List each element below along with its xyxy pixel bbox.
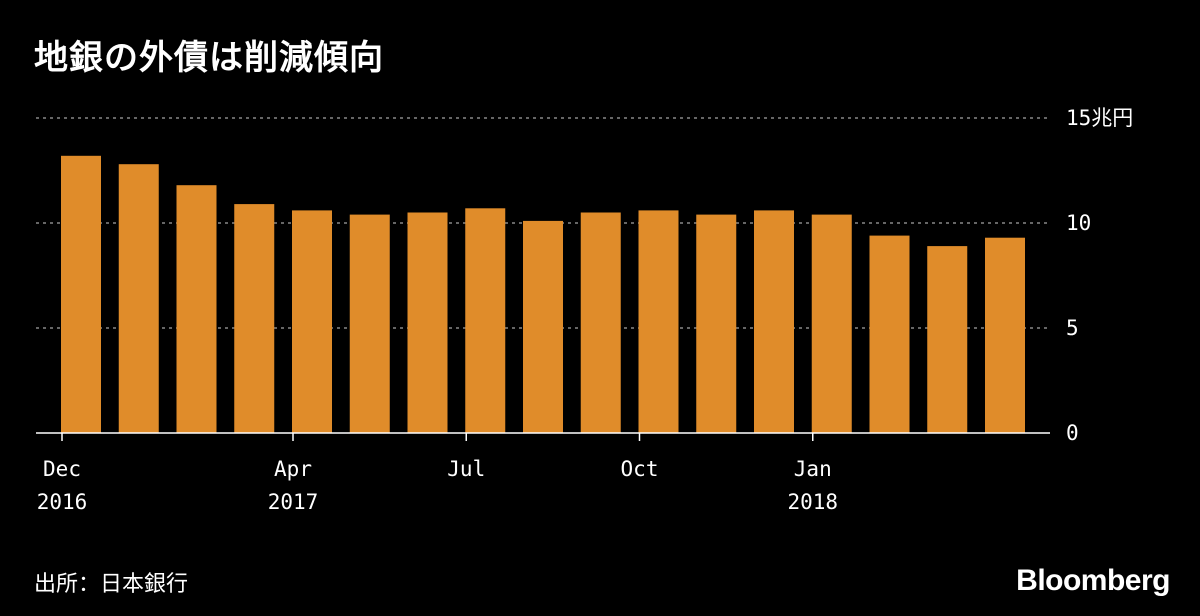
x-tick-label-month: Dec bbox=[43, 457, 81, 481]
y-tick-label: 0 bbox=[1066, 421, 1079, 445]
bar-2017-02 bbox=[176, 185, 217, 433]
x-tick-label-year: 2017 bbox=[268, 490, 319, 514]
bar-2017-03 bbox=[234, 204, 275, 433]
bar-2017-10 bbox=[638, 210, 679, 433]
bar-2017-05 bbox=[349, 214, 390, 433]
bar-2017-06 bbox=[407, 212, 448, 433]
x-axis bbox=[36, 432, 1050, 441]
chart-title: 地銀の外債は削減傾向 bbox=[34, 38, 384, 78]
bar-2018-01 bbox=[811, 214, 852, 433]
bar-2016-12 bbox=[61, 155, 101, 434]
y-tick-label: 5 bbox=[1066, 316, 1079, 340]
bar-2018-04 bbox=[985, 237, 1025, 433]
bar-2017-08 bbox=[523, 220, 563, 433]
bar-2017-07 bbox=[465, 208, 506, 433]
bar-2017-04 bbox=[292, 210, 332, 433]
x-tick-label-month: Apr bbox=[274, 457, 312, 481]
bar-2018-03 bbox=[927, 246, 968, 433]
y-tick-label: 10 bbox=[1066, 211, 1091, 235]
bar-2017-01 bbox=[118, 164, 159, 433]
bloomberg-logo: Bloomberg bbox=[1016, 564, 1170, 597]
x-tick-label-month: Jan bbox=[794, 457, 832, 481]
bars bbox=[61, 155, 1025, 434]
y-axis-labels: 0 5 10 15兆円 bbox=[1066, 106, 1133, 445]
x-tick-label-year: 2018 bbox=[787, 490, 838, 514]
bar-2018-02 bbox=[869, 235, 910, 433]
y-tick-label: 15兆円 bbox=[1066, 106, 1133, 130]
x-tick-label-year: 2016 bbox=[37, 490, 88, 514]
bar-2017-12 bbox=[754, 210, 794, 433]
bar-2017-09 bbox=[580, 212, 621, 433]
x-tick-label-month: Oct bbox=[621, 457, 659, 481]
source-note: 出所：日本銀行 bbox=[34, 572, 189, 597]
x-axis-labels: Dec 2016 Apr 2017 Jul Oct Jan 2018 bbox=[37, 457, 838, 514]
x-tick-label-month: Jul bbox=[447, 457, 485, 481]
bar-2017-11 bbox=[696, 214, 737, 433]
